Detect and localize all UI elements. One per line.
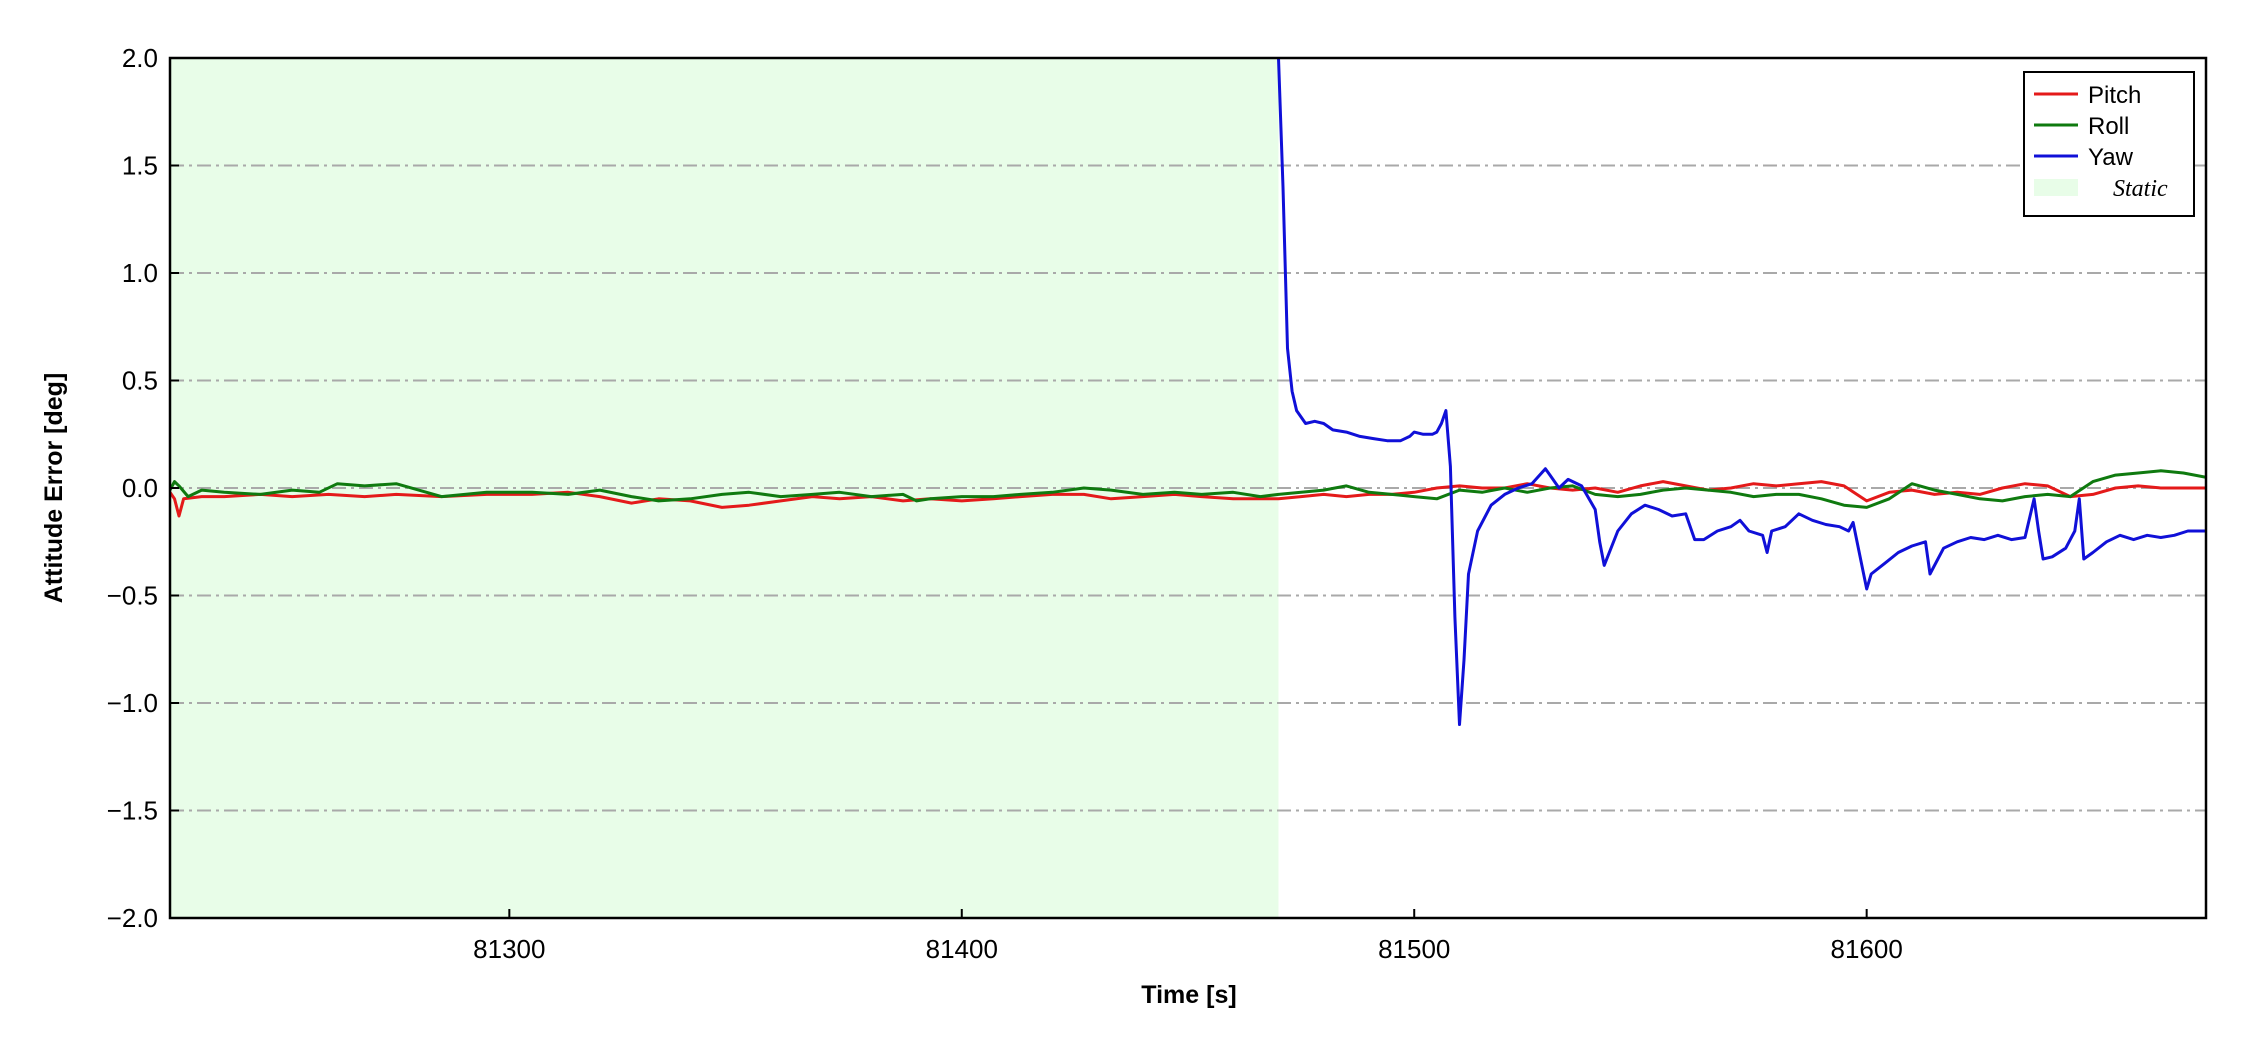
x-tick-label: 81600	[1831, 934, 1903, 964]
grid-lines	[170, 164, 2206, 812]
y-axis-ticks: 2.0 1.5 1.0 0.5 0.0 −0.5 −1.0 −1.5 −2.0	[107, 43, 179, 933]
legend-label-static: Static	[2113, 176, 2168, 202]
legend-label-yaw: Yaw	[2088, 144, 2134, 171]
legend: Pitch Roll Yaw Static	[2023, 71, 2195, 217]
y-tick-label: 2.0	[122, 43, 158, 73]
x-tick-label: 81300	[473, 934, 545, 964]
x-tick-label: 81500	[1378, 934, 1450, 964]
series-line-roll	[170, 469, 2206, 509]
y-tick-label: 0.5	[122, 366, 158, 396]
y-tick-label: −1.0	[107, 688, 158, 718]
y-tick-label: 1.5	[122, 151, 158, 181]
x-axis-ticks: 81300 81400 81500 81600	[473, 909, 1903, 964]
x-axis-label: Time [s]	[1141, 981, 1236, 1009]
y-tick-label: −0.5	[107, 581, 158, 611]
y-axis-label: Attitude Error [deg]	[40, 373, 68, 604]
legend-label-roll: Roll	[2088, 113, 2129, 140]
y-tick-label: 1.0	[122, 258, 158, 288]
y-tick-label: −2.0	[107, 903, 158, 933]
legend-swatch-static	[2034, 179, 2078, 196]
series-line-yaw	[1277, 58, 2206, 726]
series-layer	[170, 58, 2206, 726]
x-tick-label: 81400	[926, 934, 998, 964]
legend-label-pitch: Pitch	[2088, 82, 2141, 109]
y-tick-label: −1.5	[107, 796, 158, 826]
y-tick-label: 0.0	[122, 473, 158, 503]
